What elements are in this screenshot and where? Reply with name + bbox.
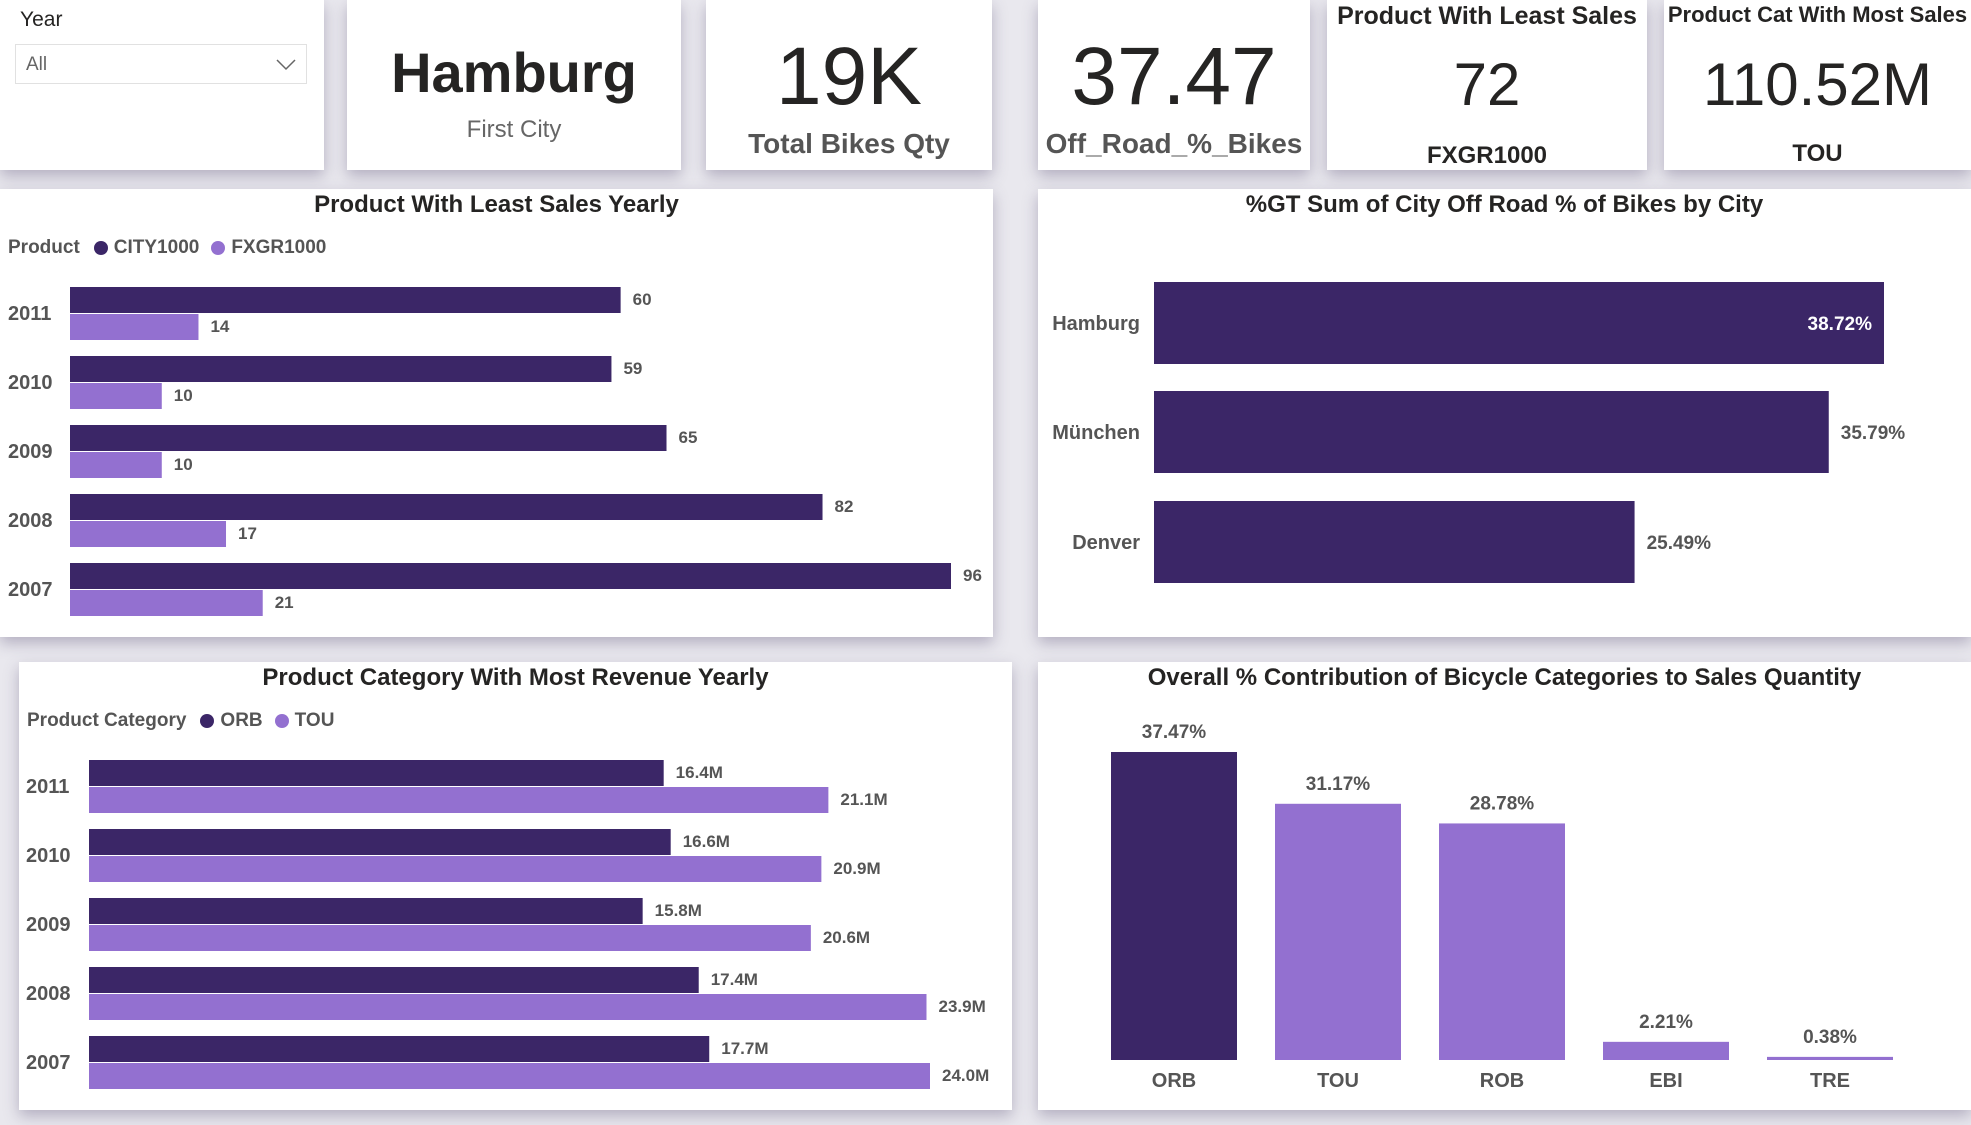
legend-item[interactable]: CITY1000 (113, 237, 200, 258)
legend-swatch (211, 241, 226, 255)
slicer-label: Year (20, 8, 63, 31)
kpi-label: Off_Road_%_Bikes (1045, 128, 1303, 159)
kpi-label: TOU (1792, 140, 1843, 167)
kpi-value: 110.52M (1702, 51, 1933, 118)
chart-legend: Product CITY1000 FXGR1000 (8, 237, 326, 259)
legend-item[interactable]: FXGR1000 (231, 237, 327, 258)
kpi-most-sales-category: Product Cat With Most Sales 110.52M TOU (1664, 0, 1971, 170)
legend-swatch (274, 714, 289, 728)
chart-category-contribution: Overall % Contribution of Bicycle Catego… (1038, 662, 1971, 1110)
kpi-value: Hamburg (391, 41, 637, 104)
chart-title: Overall % Contribution of Bicycle Catego… (1147, 664, 1862, 691)
kpi-label: FXGR1000 (1426, 142, 1548, 169)
chart-title: Product Category With Most Revenue Yearl… (262, 664, 769, 691)
kpi-value: 37.47 (1071, 31, 1277, 122)
legend-title: Product (8, 237, 80, 258)
kpi-least-sales-product: Product With Least Sales 72 FXGR1000 (1327, 0, 1647, 170)
chevron-down-icon (276, 59, 296, 71)
legend-item[interactable]: ORB (220, 710, 263, 731)
kpi-value: 72 (1453, 51, 1521, 118)
chart-legend: Product Category ORB TOU (27, 710, 334, 732)
legend-title: Product Category (27, 710, 187, 731)
kpi-label: Total Bikes Qty (748, 128, 950, 159)
chart-off-road-by-city: %GT Sum of City Off Road % of Bikes by C… (1038, 189, 1971, 637)
kpi-first-city: Hamburg First City (347, 0, 681, 170)
kpi-label: First City (466, 116, 562, 143)
kpi-title: Product With Least Sales (1337, 2, 1637, 30)
legend-swatch (93, 241, 108, 255)
legend-swatch (200, 714, 215, 728)
year-dropdown-value: All (26, 54, 48, 75)
chart-category-revenue-yearly: Product Category With Most Revenue Yearl… (19, 662, 1012, 1110)
kpi-total-bikes: 19K Total Bikes Qty (706, 0, 992, 170)
kpi-off-road: 37.47 Off_Road_%_Bikes (1038, 0, 1310, 170)
chart-title: Product With Least Sales Yearly (314, 191, 679, 218)
year-slicer: Year All (0, 0, 324, 170)
chart-title: %GT Sum of City Off Road % of Bikes by C… (1245, 191, 1764, 218)
chart-least-sales-yearly: Product With Least Sales Yearly Product … (0, 189, 993, 637)
year-dropdown[interactable]: All (15, 44, 307, 84)
legend-item[interactable]: TOU (294, 710, 335, 731)
kpi-title: Product Cat With Most Sales (1667, 2, 1968, 27)
kpi-value: 19K (776, 31, 922, 122)
